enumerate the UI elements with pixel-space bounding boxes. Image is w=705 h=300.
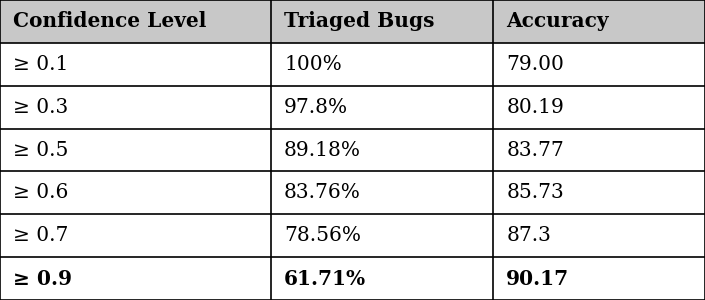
Text: 61.71%: 61.71% <box>284 268 366 289</box>
Text: 80.19: 80.19 <box>506 98 564 117</box>
Text: 83.77: 83.77 <box>506 140 564 160</box>
Bar <box>0 214 271 257</box>
Text: 79.00: 79.00 <box>506 55 564 74</box>
Text: 100%: 100% <box>284 55 342 74</box>
Text: 78.56%: 78.56% <box>284 226 361 245</box>
Bar <box>271 43 494 86</box>
Bar <box>0 86 271 129</box>
Bar <box>271 214 494 257</box>
Text: 97.8%: 97.8% <box>284 98 348 117</box>
Text: Accuracy: Accuracy <box>506 11 608 32</box>
Bar <box>271 0 494 43</box>
Text: ≥ 0.7: ≥ 0.7 <box>13 226 68 245</box>
Text: ≥ 0.6: ≥ 0.6 <box>13 183 68 202</box>
Text: ≥ 0.5: ≥ 0.5 <box>13 140 68 160</box>
Text: ≥ 0.3: ≥ 0.3 <box>13 98 68 117</box>
Bar <box>493 43 705 86</box>
Bar <box>0 257 271 300</box>
Bar <box>493 86 705 129</box>
Text: ≥ 0.1: ≥ 0.1 <box>13 55 68 74</box>
Text: 90.17: 90.17 <box>506 268 570 289</box>
Text: 85.73: 85.73 <box>506 183 564 202</box>
Bar <box>493 214 705 257</box>
Text: 83.76%: 83.76% <box>284 183 361 202</box>
Bar <box>493 0 705 43</box>
Text: 87.3: 87.3 <box>506 226 551 245</box>
Bar <box>0 171 271 214</box>
Bar <box>493 129 705 171</box>
Bar <box>271 171 494 214</box>
Bar <box>271 257 494 300</box>
Bar <box>271 86 494 129</box>
Text: ≥ 0.9: ≥ 0.9 <box>13 268 72 289</box>
Text: 89.18%: 89.18% <box>284 140 361 160</box>
Text: Triaged Bugs: Triaged Bugs <box>284 11 434 32</box>
Text: Confidence Level: Confidence Level <box>13 11 206 32</box>
Bar <box>0 43 271 86</box>
Bar <box>493 171 705 214</box>
Bar <box>493 257 705 300</box>
Bar <box>271 129 494 171</box>
Bar <box>0 129 271 171</box>
Bar <box>0 0 271 43</box>
